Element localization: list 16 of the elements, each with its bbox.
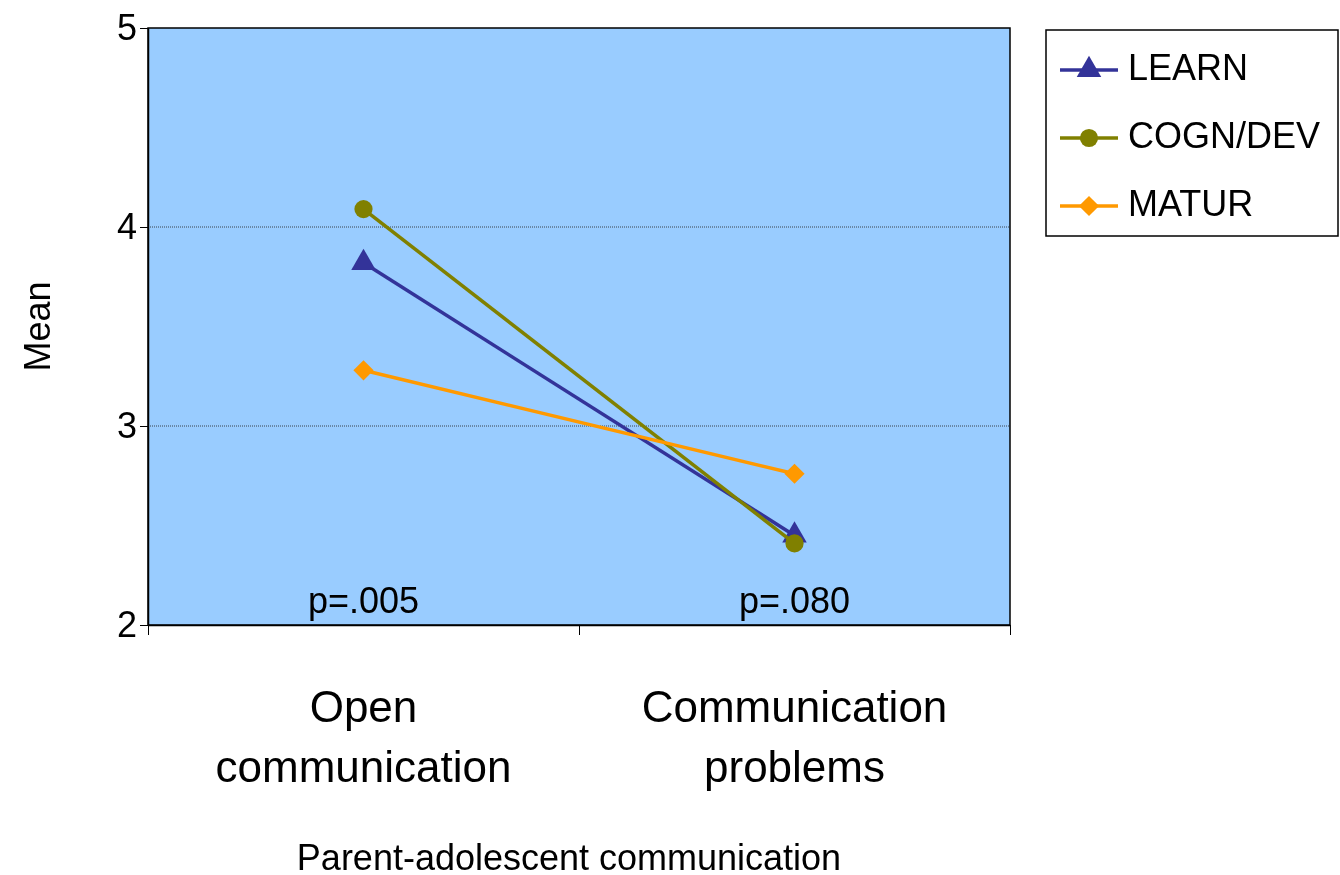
point <box>354 200 373 219</box>
legend-label: MATUR <box>1128 182 1254 224</box>
point <box>353 360 374 381</box>
y-tick-label: 4 <box>116 206 137 248</box>
annotation: p=.005 <box>307 580 420 621</box>
x-tick-label: Communication problems <box>641 682 948 791</box>
annotation: p=.080 <box>738 580 851 621</box>
x-tick-label: Open communication <box>215 682 512 791</box>
y-axis-title: Mean <box>17 281 58 372</box>
y-tick-label: 2 <box>116 604 137 646</box>
y-tick-label: 3 <box>116 405 137 447</box>
x-axis-title: Parent-adolescent communication <box>296 837 842 875</box>
point <box>784 463 805 484</box>
y-tick-label: 5 <box>116 7 137 49</box>
legend-label: LEARN <box>1128 46 1249 88</box>
legend-label: COGN/DEV <box>1128 114 1321 156</box>
